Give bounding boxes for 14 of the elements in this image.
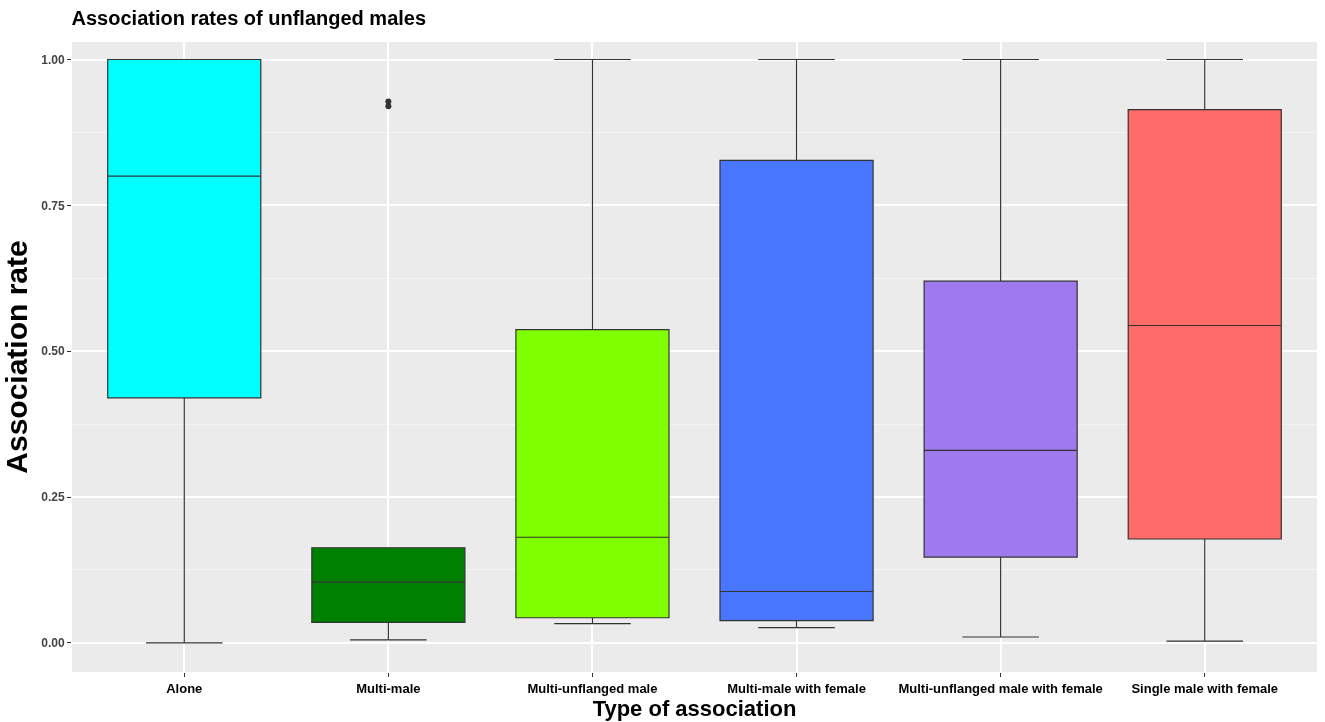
- y-tick-label: 0.00: [41, 636, 65, 651]
- x-tick-label: Alone: [166, 680, 203, 696]
- chart-title: Association rates of unflanged males: [71, 6, 427, 29]
- x-tick-label: Single male with female: [1131, 680, 1279, 696]
- y-tick-label: 0.75: [41, 198, 65, 213]
- x-tick-label: Multi-male: [356, 680, 421, 696]
- x-axis-title: Type of association: [592, 695, 797, 721]
- x-tick-label: Multi-unflanged male: [527, 680, 658, 696]
- y-tick-label: 0.25: [41, 490, 65, 505]
- y-axis-title: Association rate: [0, 240, 33, 474]
- y-tick-label: 0.50: [41, 344, 65, 359]
- x-tick-label: Multi-male with female: [727, 680, 866, 696]
- x-tick-label: Multi-unflanged male with female: [898, 680, 1103, 696]
- y-tick-label: 1.00: [41, 52, 65, 67]
